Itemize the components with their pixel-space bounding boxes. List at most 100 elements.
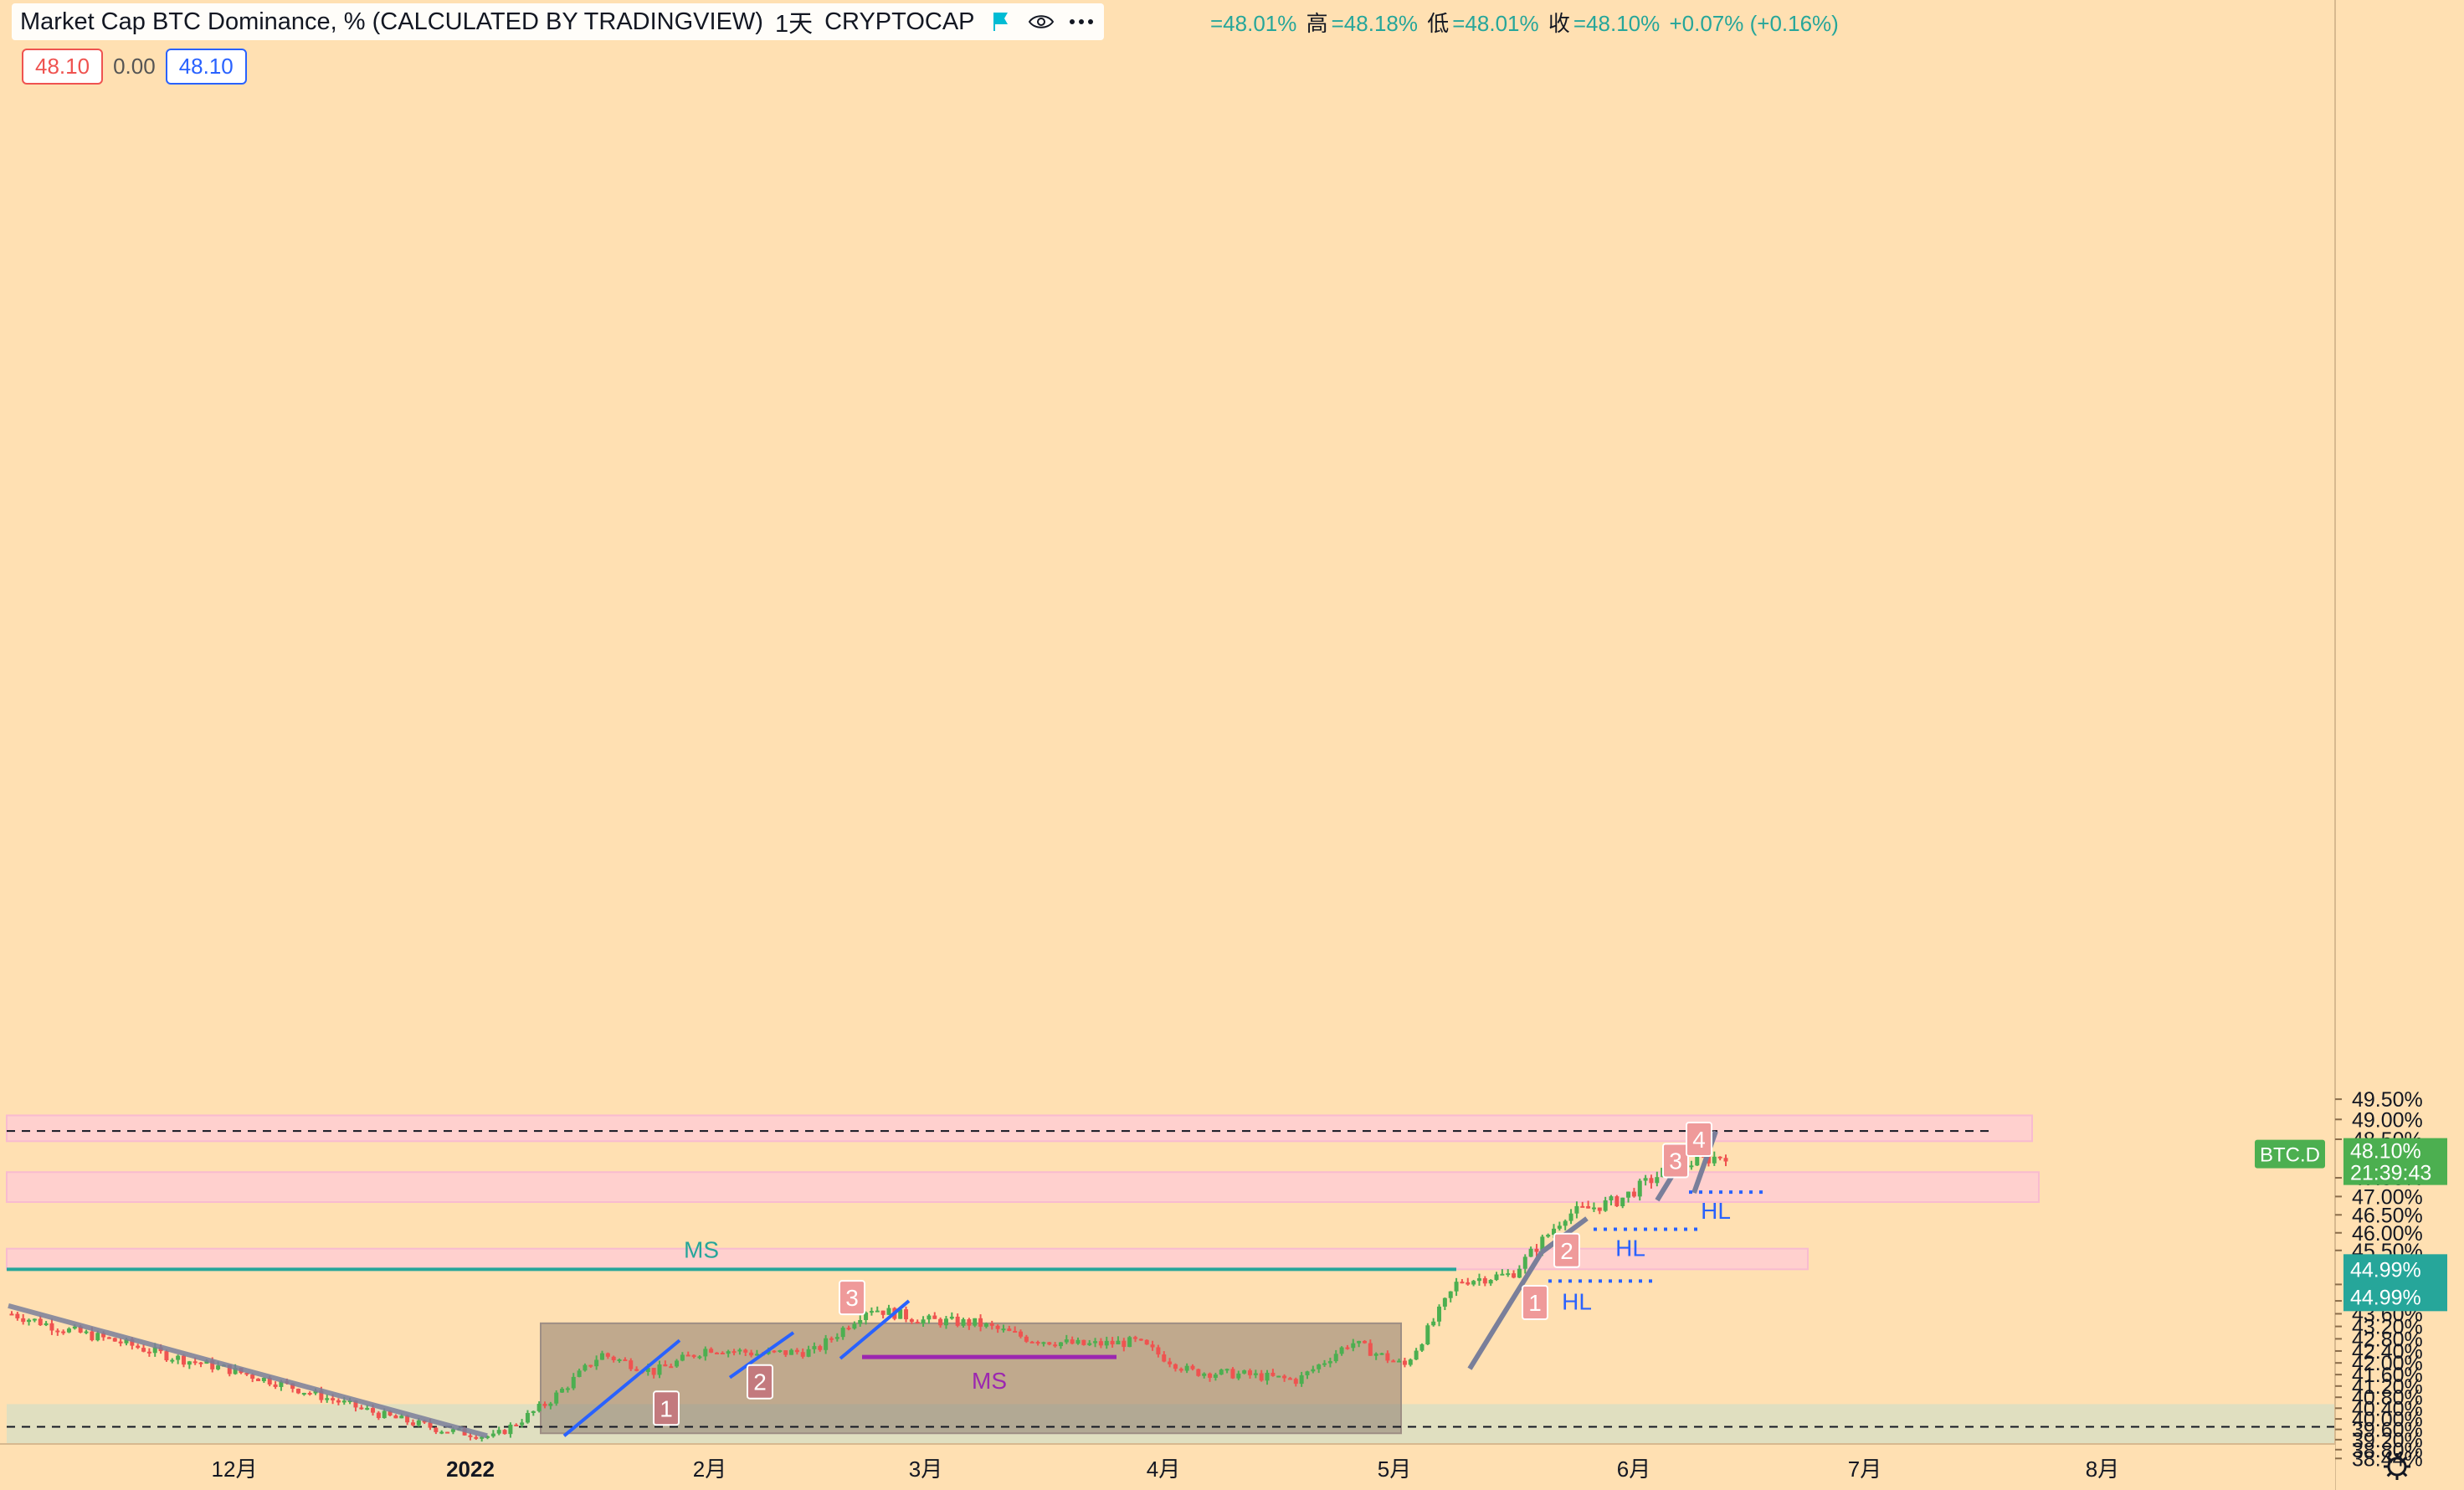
candle[interactable] xyxy=(1397,1358,1402,1363)
candle[interactable] xyxy=(468,1432,473,1441)
candle[interactable] xyxy=(44,1321,49,1327)
candle[interactable] xyxy=(726,1349,731,1358)
candle[interactable] xyxy=(106,1336,111,1339)
candle[interactable] xyxy=(1712,1151,1717,1166)
candle[interactable] xyxy=(565,1386,570,1393)
candle[interactable] xyxy=(141,1344,146,1353)
candle[interactable] xyxy=(685,1351,690,1357)
candle[interactable] xyxy=(112,1337,117,1342)
impulse-line-4[interactable] xyxy=(1467,1251,1544,1370)
candle[interactable] xyxy=(806,1345,811,1358)
candle[interactable] xyxy=(864,1311,869,1325)
candle[interactable] xyxy=(1087,1339,1092,1346)
candle[interactable] xyxy=(1053,1342,1058,1348)
candle[interactable] xyxy=(1603,1196,1608,1212)
value-box-blue[interactable]: 48.10 xyxy=(165,49,247,85)
candle[interactable] xyxy=(548,1401,553,1410)
candle[interactable] xyxy=(1029,1340,1034,1344)
candle[interactable] xyxy=(439,1430,444,1435)
candle[interactable] xyxy=(680,1352,685,1362)
candle[interactable] xyxy=(989,1320,994,1330)
candle[interactable] xyxy=(1236,1370,1241,1380)
candle[interactable] xyxy=(15,1312,20,1321)
candle[interactable] xyxy=(1408,1358,1413,1367)
impulse-line-1[interactable] xyxy=(562,1338,681,1437)
candle[interactable] xyxy=(1512,1270,1517,1279)
candle[interactable] xyxy=(714,1352,719,1354)
candle[interactable] xyxy=(932,1312,937,1319)
current-price-tag[interactable] xyxy=(2343,1138,2447,1185)
candle[interactable] xyxy=(301,1392,306,1396)
candle[interactable] xyxy=(1620,1197,1625,1209)
candle[interactable] xyxy=(393,1414,398,1419)
candle[interactable] xyxy=(669,1363,674,1369)
symbol-title[interactable]: Market Cap BTC Dominance, % (CALCULATED … xyxy=(20,8,763,35)
candle[interactable] xyxy=(983,1322,988,1328)
candle[interactable] xyxy=(834,1333,839,1342)
candle[interactable] xyxy=(1047,1342,1052,1346)
candle[interactable] xyxy=(1247,1368,1252,1379)
candle[interactable] xyxy=(961,1318,966,1328)
candle[interactable] xyxy=(55,1328,60,1336)
candle[interactable] xyxy=(778,1349,783,1353)
candle[interactable] xyxy=(1035,1340,1040,1346)
candle[interactable] xyxy=(1586,1200,1591,1209)
candle[interactable] xyxy=(176,1354,181,1364)
candle[interactable] xyxy=(1506,1269,1511,1277)
candle[interactable] xyxy=(1637,1179,1642,1201)
candle[interactable] xyxy=(1282,1374,1287,1382)
wave-label-left-3[interactable]: 3 xyxy=(839,1280,865,1316)
candle[interactable] xyxy=(1317,1364,1322,1374)
candle[interactable] xyxy=(164,1349,169,1362)
candle[interactable] xyxy=(181,1354,186,1368)
candle[interactable] xyxy=(485,1435,490,1440)
candle[interactable] xyxy=(703,1346,708,1361)
candle[interactable] xyxy=(1414,1348,1419,1360)
candle[interactable] xyxy=(1178,1367,1183,1373)
candle[interactable] xyxy=(536,1401,542,1413)
gear-icon[interactable] xyxy=(2384,1453,2410,1480)
candle[interactable] xyxy=(1597,1207,1602,1215)
candle[interactable] xyxy=(577,1369,582,1378)
candle[interactable] xyxy=(1019,1329,1024,1338)
candle[interactable] xyxy=(794,1348,799,1355)
candle[interactable] xyxy=(1138,1338,1143,1341)
candle[interactable] xyxy=(588,1364,593,1369)
candle[interactable] xyxy=(336,1398,341,1405)
candle[interactable] xyxy=(818,1344,823,1352)
candle[interactable] xyxy=(554,1390,559,1406)
more-icon[interactable] xyxy=(1067,8,1096,36)
candle[interactable] xyxy=(880,1310,886,1319)
candle[interactable] xyxy=(1626,1191,1631,1203)
candle[interactable] xyxy=(852,1321,857,1330)
candle[interactable] xyxy=(1723,1154,1728,1167)
candle[interactable] xyxy=(1242,1369,1247,1374)
candle[interactable] xyxy=(651,1368,656,1379)
candle[interactable] xyxy=(978,1314,983,1332)
wave-label-right-1[interactable]: 1 xyxy=(1522,1285,1548,1321)
candle[interactable] xyxy=(1425,1323,1430,1345)
candle[interactable] xyxy=(542,1401,547,1409)
flag-icon[interactable] xyxy=(987,8,1015,36)
candle[interactable] xyxy=(1253,1369,1258,1379)
candle[interactable] xyxy=(307,1391,312,1396)
candle[interactable] xyxy=(531,1410,536,1416)
candle[interactable] xyxy=(772,1349,777,1354)
candle[interactable] xyxy=(571,1373,576,1390)
candle[interactable] xyxy=(824,1334,829,1354)
candle[interactable] xyxy=(1482,1276,1487,1287)
candle[interactable] xyxy=(1162,1351,1167,1363)
candle[interactable] xyxy=(1058,1342,1063,1349)
candle[interactable] xyxy=(898,1309,903,1319)
candle[interactable] xyxy=(1649,1174,1654,1189)
candle[interactable] xyxy=(61,1329,66,1335)
candle[interactable] xyxy=(720,1351,725,1355)
candle[interactable] xyxy=(27,1318,32,1326)
candle[interactable] xyxy=(967,1318,972,1330)
candle[interactable] xyxy=(1454,1277,1459,1297)
candle[interactable] xyxy=(909,1318,914,1324)
candle[interactable] xyxy=(1276,1375,1281,1378)
candle[interactable] xyxy=(21,1313,26,1325)
candle[interactable] xyxy=(1517,1265,1522,1279)
